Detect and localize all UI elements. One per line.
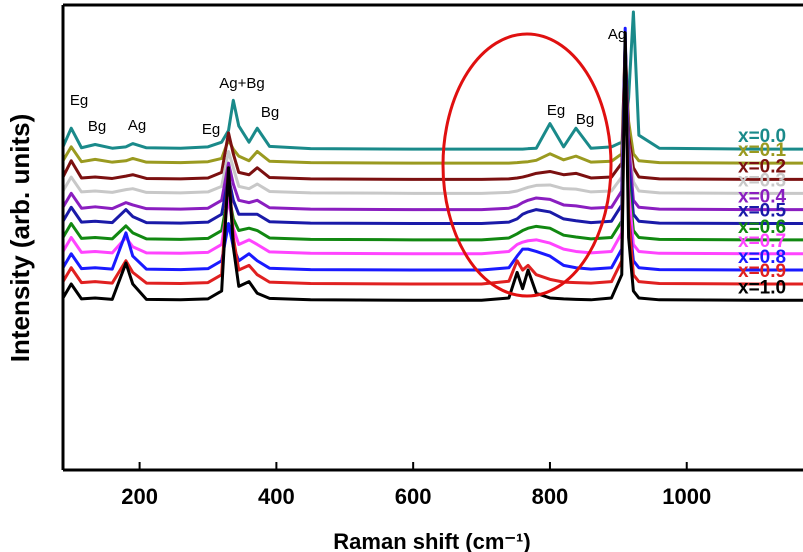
- peak-annotation: Eg: [547, 102, 565, 119]
- spectrum-line: [61, 10, 803, 151]
- x-tick-label: 400: [258, 484, 295, 509]
- peak-annotation: Bg: [261, 104, 279, 121]
- spectrum-line: [61, 50, 803, 165]
- spectrum-line: [61, 50, 803, 212]
- spectrum-line: [61, 40, 803, 181]
- legend-label: x=0.3: [738, 170, 786, 191]
- spectrum-line: [61, 31, 803, 302]
- legend-label: x=0.2: [738, 156, 786, 177]
- legend-label: x=1.0: [738, 277, 786, 298]
- x-tick-label: 1000: [662, 484, 711, 509]
- legend-label: x=0.5: [738, 201, 787, 222]
- legend-label: x=0.7: [738, 231, 786, 252]
- x-tick-label: 800: [532, 484, 569, 509]
- legend-label: x=0.8: [738, 247, 786, 268]
- peak-annotation: Eg: [202, 121, 220, 138]
- peak-annotation: Eg: [70, 92, 88, 109]
- x-tick-label: 600: [395, 484, 432, 509]
- legend-label: x=0.6: [738, 217, 786, 238]
- peak-annotation: Ag: [128, 117, 146, 134]
- peak-annotation: Ag: [608, 26, 626, 43]
- peak-annotation: Ag+Bg: [219, 75, 264, 92]
- spectrum-line: [61, 40, 803, 226]
- legend-label: x=0.1: [738, 140, 787, 161]
- legend-label: x=0.4: [738, 187, 787, 208]
- y-axis-label: Intensity (arb. units): [5, 114, 35, 362]
- peak-annotation: Bg: [576, 111, 594, 128]
- x-axis-label: Raman shift (cm⁻¹): [333, 529, 530, 552]
- legend-label: x=0.9: [738, 261, 786, 282]
- legend-label: x=0.0: [738, 126, 786, 147]
- spectrum-line: [61, 50, 803, 242]
- x-tick-label: 200: [121, 484, 158, 509]
- peak-annotation: Bg: [88, 118, 106, 135]
- spectrum-line: [61, 59, 803, 195]
- highlight-ellipse: [441, 32, 613, 298]
